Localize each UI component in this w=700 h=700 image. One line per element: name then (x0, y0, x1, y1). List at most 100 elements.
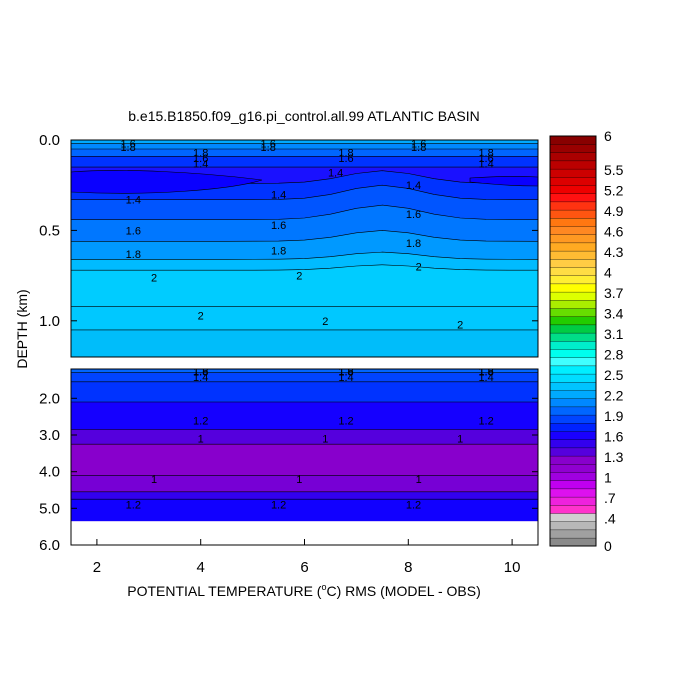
x-axis-label-degree: o (321, 582, 326, 592)
contour-label: 1 (198, 434, 204, 446)
y-tick-label: 4.0 (39, 464, 60, 481)
contour-label: 1.4 (406, 180, 421, 192)
colorbar-cell (549, 390, 597, 399)
colorbar-cell (549, 529, 597, 539)
colorbar-tick-label: 5.2 (604, 183, 624, 199)
contour-line (71, 184, 538, 200)
contour-label: 1.4 (328, 168, 343, 180)
colorbar-cell (549, 176, 597, 186)
x-tick-label: 6 (300, 559, 308, 576)
contour-label: 1.6 (411, 139, 426, 151)
colorbar-cell (549, 201, 597, 211)
contour-label: 1.8 (193, 148, 208, 160)
colorbar-tick-label: 1.9 (604, 408, 624, 424)
contour-label: 1.8 (338, 367, 353, 379)
contour-band (71, 170, 263, 194)
contour-label: 1.8 (338, 148, 353, 160)
y-tick-label: 3.0 (39, 427, 60, 444)
colorbar-cell (549, 185, 597, 194)
colorbar-cell (549, 472, 597, 481)
colorbar-cell (549, 340, 597, 350)
x-tick-label: 8 (404, 559, 412, 576)
colorbar-tick-label: 5.5 (604, 162, 624, 178)
colorbar-tick-label: 1 (604, 470, 612, 486)
contour-line (71, 230, 538, 242)
contour-label: 2 (457, 320, 463, 332)
contour-label: 2 (151, 272, 157, 284)
contour-band (71, 329, 538, 357)
x-tick-label: 10 (504, 559, 521, 576)
colorbar-cell (549, 521, 597, 531)
y-axis-label: DEPTH (km) (14, 289, 30, 368)
colorbar-tick-label: 4 (604, 265, 612, 281)
colorbar-tick-label: 1.6 (604, 429, 624, 445)
colorbar-cell (549, 349, 597, 358)
contour-line (71, 251, 538, 260)
colorbar-cell (549, 299, 597, 309)
contour-label: 1.6 (338, 366, 353, 378)
colorbar-tick-label: .4 (604, 511, 616, 527)
colorbar-cell (549, 381, 597, 391)
colorbar-cell (549, 537, 597, 547)
contour-label: 1 (322, 434, 328, 446)
colorbar-cell (549, 250, 597, 260)
colorbar-tick-label: 1.3 (604, 449, 624, 465)
contour-label: 1.2 (271, 500, 286, 512)
contour-label: 2 (198, 310, 204, 322)
colorbar-cell (549, 234, 597, 244)
y-tick-label: 0.0 (39, 132, 60, 149)
contour-label: 1 (151, 474, 157, 486)
y-tick-label: 1.0 (39, 313, 60, 330)
colorbar-cell (549, 414, 597, 424)
contour-label: 1.6 (261, 139, 276, 151)
colorbar-cell (549, 332, 597, 342)
colorbar-cell (549, 193, 597, 203)
colorbar-cell (549, 258, 597, 268)
contour-label: 1.6 (406, 209, 421, 221)
x-tick-label: 2 (93, 559, 101, 576)
colorbar-tick-label: 4.3 (604, 244, 624, 260)
colorbar-cell (549, 365, 597, 375)
colorbar-cell (549, 316, 597, 326)
contour-label: 1.2 (193, 415, 208, 427)
colorbar-cell (549, 357, 597, 367)
colorbar: 6 5.5 5.2 4.9 4.6 4.3 4 3.7 3.4 3.1 2.8 2.5 2.2 1.9 1.… (549, 128, 624, 554)
x-axis-label-part1: POTENTIAL TEMPERATURE ( (127, 583, 322, 599)
no-data-region (71, 521, 538, 524)
contour-label: 2 (416, 262, 422, 274)
contour-line (71, 204, 538, 220)
colorbar-cell (549, 513, 597, 522)
contour-label: 1.8 (193, 367, 208, 379)
contour-label: 1.8 (478, 148, 493, 160)
colorbar-tick-label: 4.6 (604, 224, 624, 240)
chart-title: b.e15.B1850.f09_g16.pi_control.all.99 AT… (128, 108, 480, 124)
contour-label: 1.4 (271, 189, 286, 201)
colorbar-cell (549, 267, 597, 276)
colorbar-cell (549, 373, 597, 383)
contour-label: 1.4 (478, 159, 493, 171)
colorbar-cell (549, 324, 597, 334)
x-tick-label: 4 (197, 559, 205, 576)
colorbar-cell (549, 209, 597, 219)
colorbar-cell (549, 455, 597, 465)
contour-label: 1.6 (193, 153, 208, 165)
contour-label: 1.2 (338, 415, 353, 427)
x-axis-label: POTENTIAL TEMPERATURE (oC) RMS (MODEL - … (127, 582, 481, 599)
y-tick-label: 2.0 (39, 390, 60, 407)
colorbar-tick-label: 2.8 (604, 347, 624, 363)
colorbar-cell (549, 480, 597, 490)
contour-line (71, 264, 538, 271)
colorbar-cell (549, 275, 597, 285)
y-tick-label: 0.5 (39, 222, 60, 239)
colorbar-cell (549, 291, 597, 301)
contour-label: 1.8 (126, 249, 141, 261)
colorbar-cell (549, 504, 597, 514)
colorbar-cell (549, 422, 597, 432)
colorbar-tick-label: 2.2 (604, 388, 624, 404)
colorbar-tick-label: 3.4 (604, 306, 624, 322)
contour-label: 2 (296, 271, 302, 283)
upper-panel: 1.61.8 1.61.8 1.81.61.41.61.8 1.81.61.41.81… (39, 132, 539, 358)
contour-band (71, 499, 538, 522)
contour-label: 1 (416, 474, 422, 486)
contour-label: 2 (322, 316, 328, 328)
